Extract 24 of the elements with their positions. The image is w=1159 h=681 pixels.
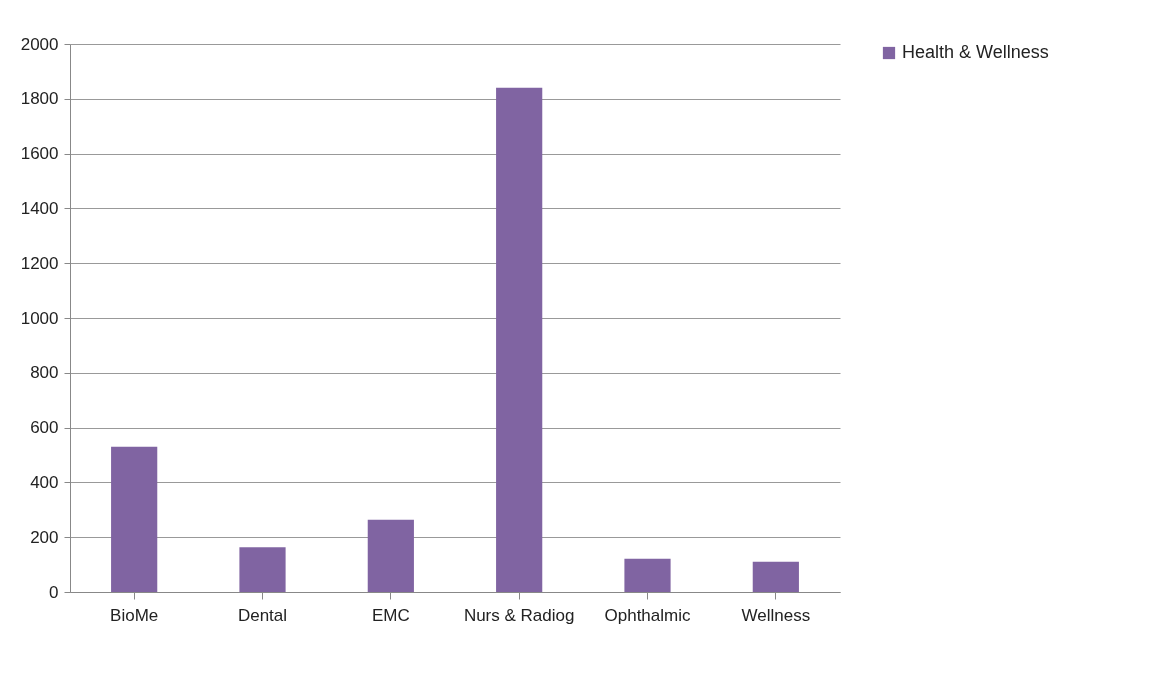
y-tick-label: 1000 — [20, 308, 59, 328]
y-tick-label: 2000 — [20, 34, 59, 54]
y-tick-label: 1600 — [20, 144, 59, 164]
x-tick-label: Nurs & Radiog — [463, 605, 575, 625]
bar — [624, 558, 671, 592]
y-tick-label: 1200 — [20, 253, 59, 273]
x-tick-label: Dental — [237, 605, 288, 625]
y-tick-label: 600 — [30, 418, 59, 438]
bar — [239, 547, 286, 592]
bar — [752, 561, 799, 592]
bar — [367, 519, 414, 592]
x-tick-label: EMC — [371, 605, 410, 625]
y-tick-label: 1400 — [20, 198, 59, 218]
bar — [496, 87, 543, 592]
x-tick-label: Wellness — [741, 605, 811, 625]
bar — [111, 446, 158, 592]
y-tick-label: 200 — [30, 527, 59, 547]
y-tick-label: 0 — [49, 582, 59, 602]
y-tick-label: 1800 — [20, 89, 59, 109]
x-tick-label: Ophthalmic — [604, 605, 691, 625]
legend-label: Health & Wellness — [902, 42, 1049, 62]
x-tick-label: BioMe — [110, 605, 159, 625]
y-tick-label: 400 — [30, 472, 59, 492]
y-tick-label: 800 — [30, 363, 59, 383]
